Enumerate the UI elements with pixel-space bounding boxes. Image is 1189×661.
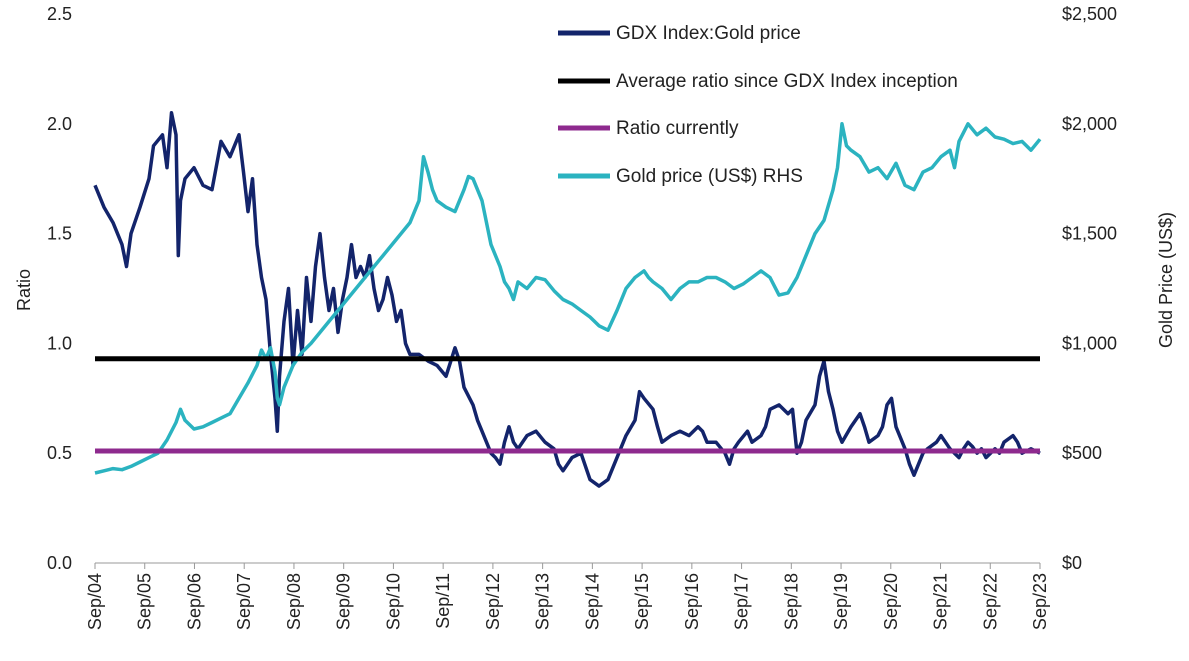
right-axis-title: Gold Price (US$)	[1156, 212, 1176, 348]
x-tick-label: Sep/11	[433, 573, 453, 629]
x-tick-label: Sep/07	[234, 573, 254, 630]
legend-label-gold: Gold price (US$) RHS	[616, 166, 803, 187]
right-tick-label: $0	[1062, 553, 1082, 573]
left-tick-label: 1.0	[47, 333, 72, 353]
right-axis-ticks: $0 $500 $1,000 $1,500 $2,000 $2,500	[1062, 4, 1117, 573]
left-tick-label: 1.5	[47, 224, 72, 244]
x-tick-label: Sep/09	[334, 573, 354, 630]
right-tick-label: $1,500	[1062, 224, 1117, 244]
right-tick-label: $1,000	[1062, 333, 1117, 353]
x-tick-label: Sep/17	[732, 573, 752, 630]
x-tick-label: Sep/15	[632, 573, 652, 630]
left-tick-label: 0.0	[47, 553, 72, 573]
x-tick-label: Sep/13	[533, 573, 553, 630]
x-tick-label: Sep/18	[781, 573, 801, 630]
x-tick-label: Sep/21	[931, 573, 951, 630]
x-tick-label: Sep/05	[135, 573, 155, 630]
left-axis-title: Ratio	[14, 269, 34, 311]
legend-label-average: Average ratio since GDX Index inception	[616, 71, 958, 92]
right-tick-label: $2,000	[1062, 114, 1117, 134]
x-tick-label: Sep/22	[980, 573, 1000, 630]
x-tick-label: Sep/16	[682, 573, 702, 630]
x-tick-label: Sep/08	[284, 573, 304, 630]
legend-label-current: Ratio currently	[616, 118, 739, 139]
x-tick-label: Sep/20	[881, 573, 901, 630]
left-axis-ticks: 0.0 0.5 1.0 1.5 2.0 2.5	[47, 4, 72, 573]
legend-label-ratio: GDX Index:Gold price	[616, 23, 801, 44]
left-tick-label: 2.0	[47, 114, 72, 134]
x-tick-label: Sep/19	[831, 573, 851, 630]
x-tick-label: Sep/06	[184, 573, 204, 630]
right-tick-label: $2,500	[1062, 4, 1117, 24]
right-tick-label: $500	[1062, 443, 1102, 463]
series-line-gold	[94, 122, 1042, 475]
x-tick-label: Sep/04	[85, 573, 105, 630]
x-tick-label: Sep/12	[483, 573, 503, 630]
x-axis-ticks: Sep/04 Sep/05 Sep/06 Sep/07 Sep/08 Sep/09 Sep/…	[85, 563, 1050, 630]
x-tick-label: Sep/10	[383, 573, 403, 630]
plot-area	[93, 111, 1042, 564]
x-tick-label: Sep/14	[582, 573, 602, 630]
x-tick-label: Sep/23	[1030, 573, 1050, 630]
left-tick-label: 0.5	[47, 443, 72, 463]
series-line-ratio	[93, 111, 1041, 488]
legend: GDX Index:Gold price Average ratio since…	[558, 23, 958, 187]
left-tick-label: 2.5	[47, 4, 72, 24]
